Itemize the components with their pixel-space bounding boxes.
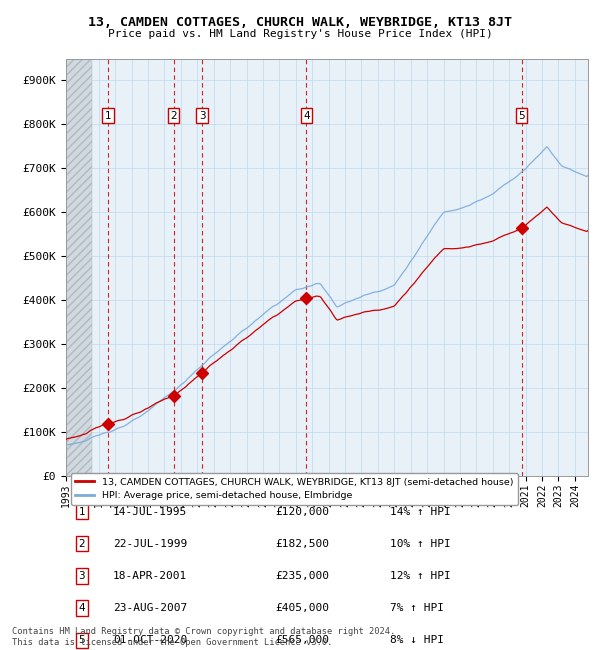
Text: 22-JUL-1999: 22-JUL-1999	[113, 539, 187, 549]
Text: Price paid vs. HM Land Registry's House Price Index (HPI): Price paid vs. HM Land Registry's House …	[107, 29, 493, 39]
Text: 3: 3	[199, 111, 206, 121]
Text: 2: 2	[79, 539, 85, 549]
Text: £120,000: £120,000	[275, 506, 329, 517]
Text: £182,500: £182,500	[275, 539, 329, 549]
Text: 7% ↑ HPI: 7% ↑ HPI	[389, 603, 443, 613]
Text: 5: 5	[79, 635, 85, 645]
Text: 4: 4	[79, 603, 85, 613]
Text: 10% ↑ HPI: 10% ↑ HPI	[389, 539, 451, 549]
Text: Contains HM Land Registry data © Crown copyright and database right 2024.
This d: Contains HM Land Registry data © Crown c…	[12, 627, 395, 647]
Text: 01-OCT-2020: 01-OCT-2020	[113, 635, 187, 645]
Legend: 13, CAMDEN COTTAGES, CHURCH WALK, WEYBRIDGE, KT13 8JT (semi-detached house), HPI: 13, CAMDEN COTTAGES, CHURCH WALK, WEYBRI…	[71, 473, 518, 505]
Text: £565,000: £565,000	[275, 635, 329, 645]
Text: £235,000: £235,000	[275, 571, 329, 581]
Text: £405,000: £405,000	[275, 603, 329, 613]
Text: 4: 4	[303, 111, 310, 121]
Text: 1: 1	[104, 111, 111, 121]
Text: 5: 5	[518, 111, 525, 121]
Text: 14% ↑ HPI: 14% ↑ HPI	[389, 506, 451, 517]
Text: 13, CAMDEN COTTAGES, CHURCH WALK, WEYBRIDGE, KT13 8JT: 13, CAMDEN COTTAGES, CHURCH WALK, WEYBRI…	[88, 16, 512, 29]
Text: 8% ↓ HPI: 8% ↓ HPI	[389, 635, 443, 645]
Text: 3: 3	[79, 571, 85, 581]
Text: 2: 2	[170, 111, 177, 121]
Text: 12% ↑ HPI: 12% ↑ HPI	[389, 571, 451, 581]
Text: 23-AUG-2007: 23-AUG-2007	[113, 603, 187, 613]
Text: 1: 1	[79, 506, 85, 517]
Text: 18-APR-2001: 18-APR-2001	[113, 571, 187, 581]
Text: 14-JUL-1995: 14-JUL-1995	[113, 506, 187, 517]
